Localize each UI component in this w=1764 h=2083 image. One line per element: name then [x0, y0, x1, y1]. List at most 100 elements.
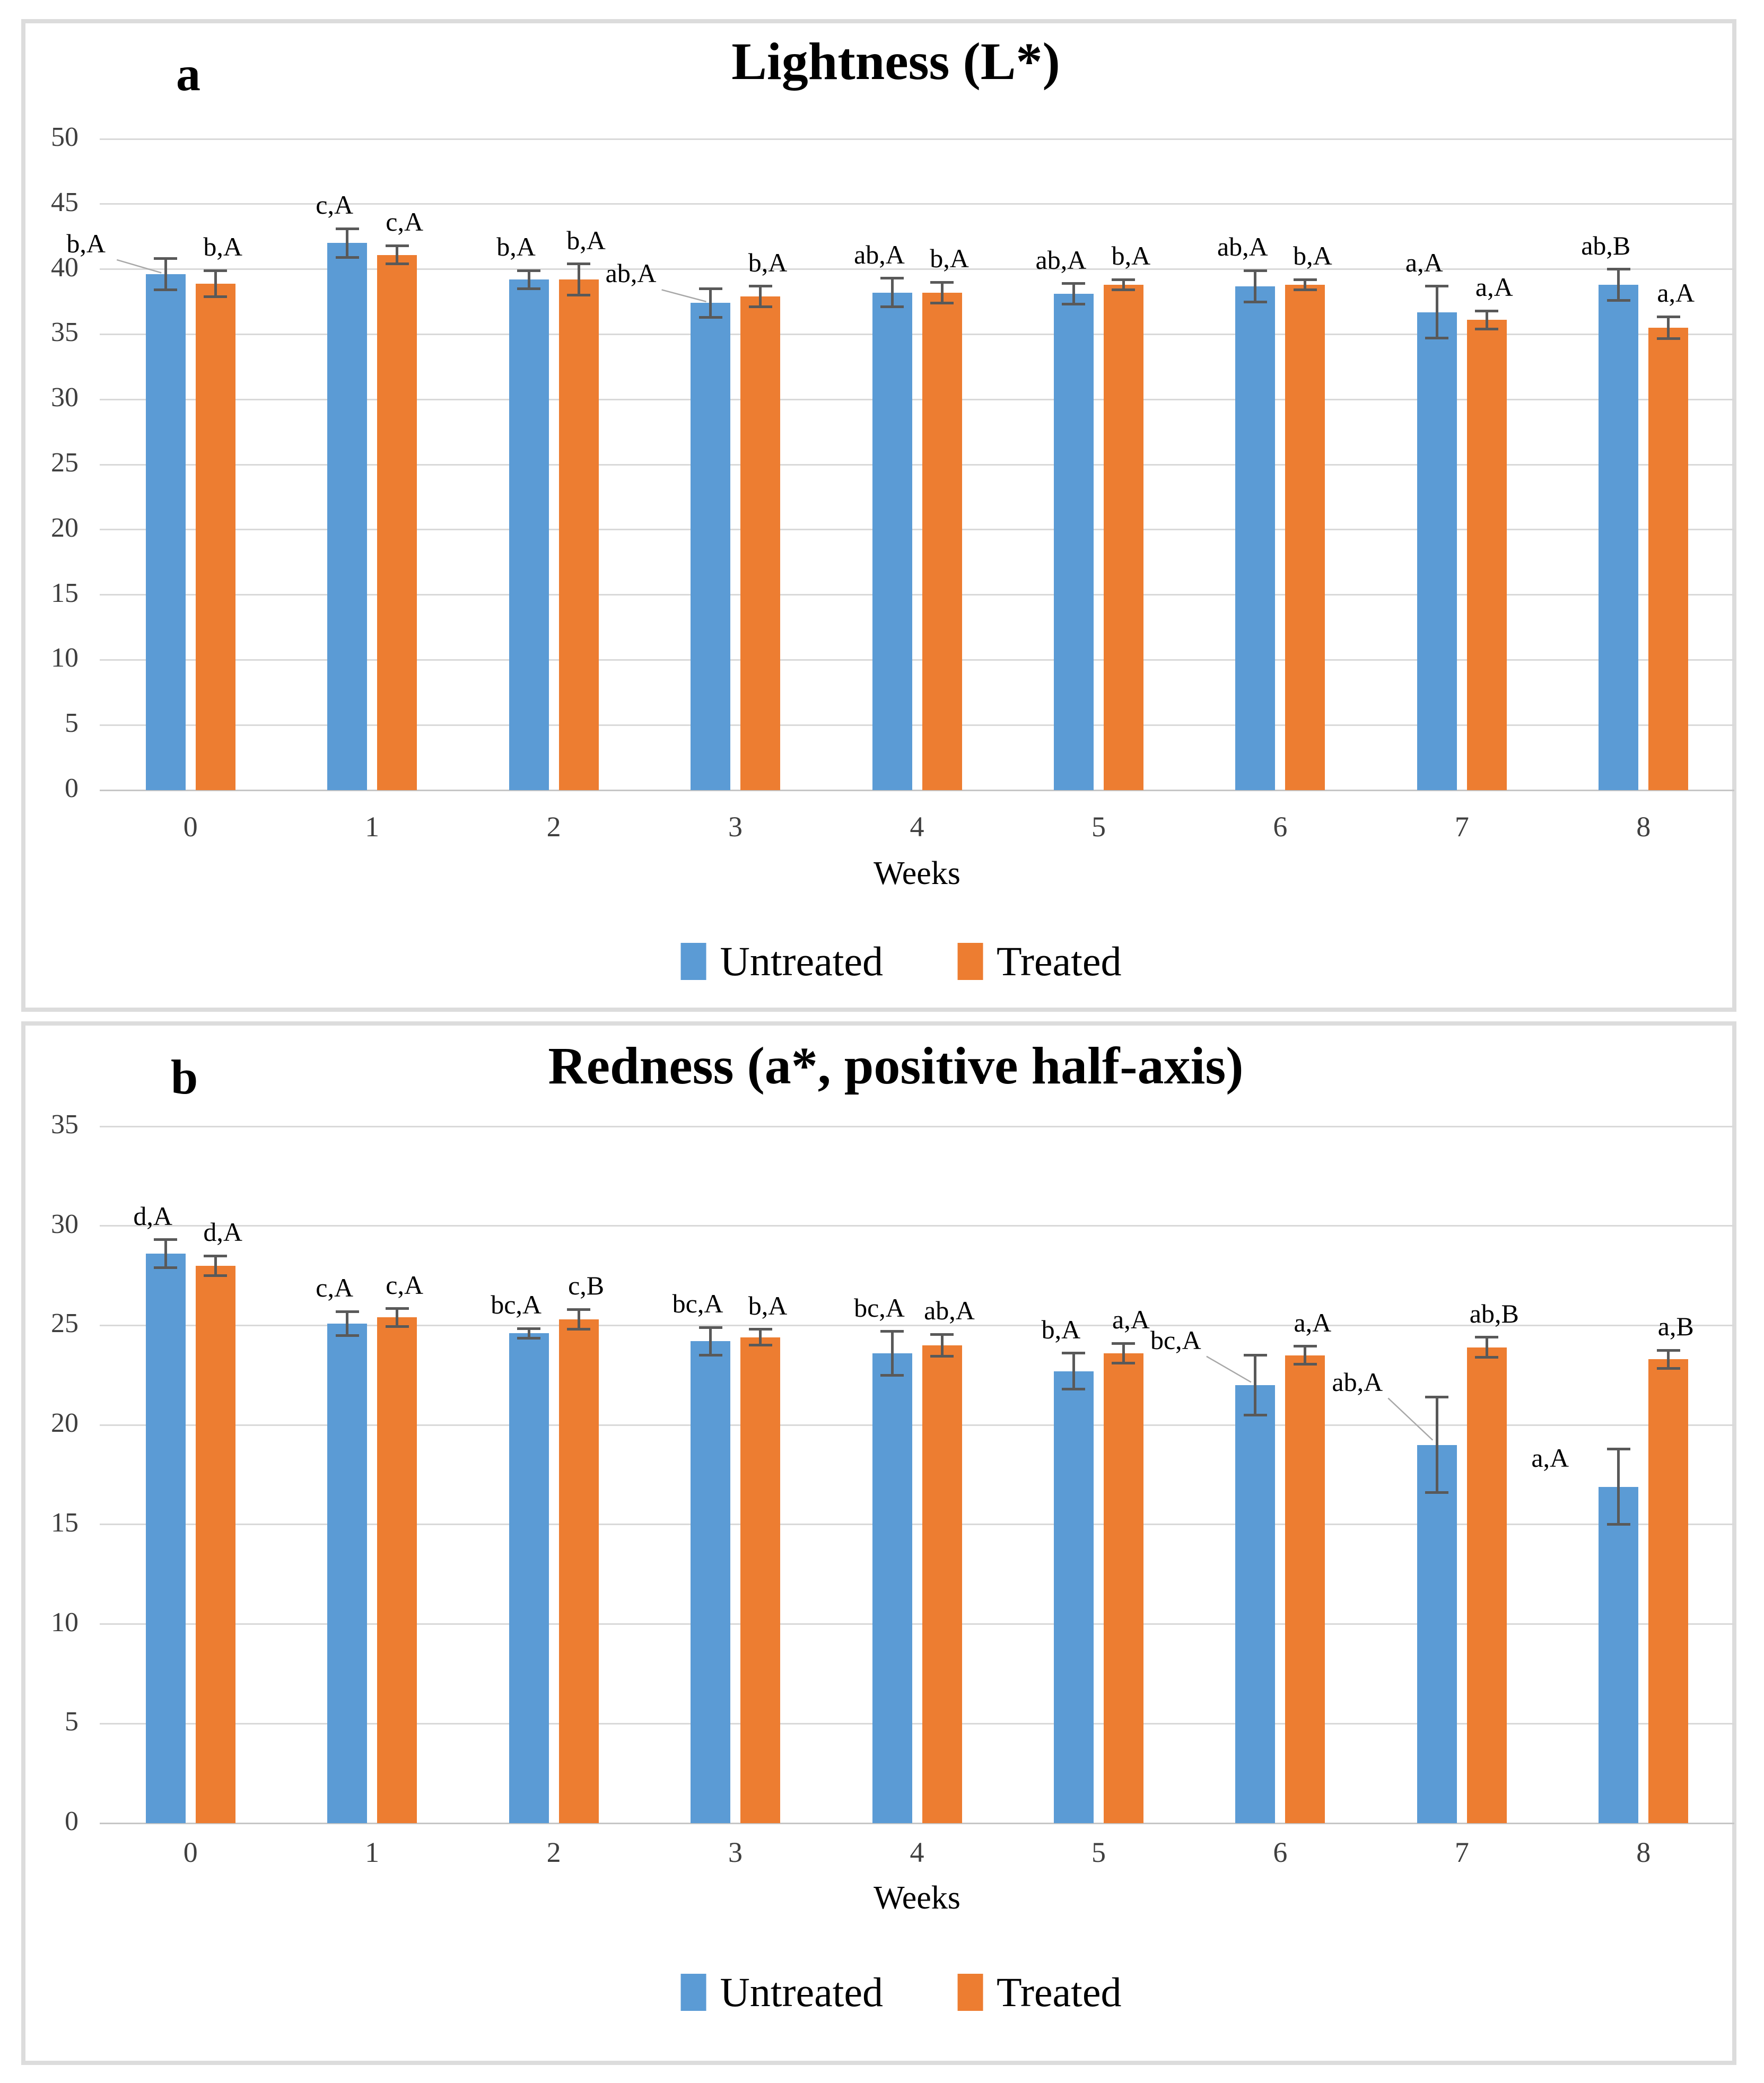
panel-letter: b: [171, 1050, 198, 1104]
error-bar-line: [1072, 1353, 1075, 1389]
error-bar-cap-top: [385, 244, 409, 247]
error-bar-cap-bottom: [748, 1344, 772, 1347]
x-axis-title: Weeks: [874, 1880, 960, 1916]
error-bar-cap-top: [880, 277, 904, 280]
error-bar-cap-top: [335, 1310, 359, 1313]
gridline: [100, 268, 1734, 270]
x-tick-label: 6: [1273, 811, 1288, 843]
error-bar-cap-top: [1656, 1349, 1680, 1352]
error-bar-cap-bottom: [1656, 1367, 1680, 1370]
gridline: [100, 529, 1734, 531]
legend-marker-treated: [957, 1974, 983, 2011]
y-tick-label: 5: [65, 1706, 78, 1737]
bar-label: ab,B: [1469, 1298, 1519, 1328]
gridline: [100, 1225, 1734, 1227]
y-tick-label: 25: [51, 1308, 78, 1339]
error-bar-cap-top: [1243, 1354, 1267, 1357]
x-tick-label: 4: [910, 811, 924, 843]
bar-treated: [1648, 328, 1689, 790]
error-bar-cap-top: [1475, 309, 1499, 312]
x-axis-title: Weeks: [874, 855, 960, 891]
legend: Untreated Treated: [680, 938, 1121, 985]
error-bar-cap-top: [1425, 285, 1449, 288]
error-bar-line: [1254, 1355, 1257, 1415]
x-tick-label: 5: [1091, 811, 1106, 843]
error-bar-cap-top: [204, 1254, 228, 1257]
gridline: [100, 1424, 1734, 1426]
y-tick-label: 15: [51, 1507, 78, 1538]
x-tick-label: 1: [365, 811, 380, 843]
bar-untreated: [1235, 1385, 1276, 1823]
error-bar-line: [940, 282, 944, 303]
legend-label-untreated: Untreated: [720, 1969, 884, 2015]
error-bar-cap-bottom: [1425, 1491, 1449, 1494]
error-bar-line: [940, 1334, 944, 1356]
error-bar-cap-bottom: [1243, 300, 1267, 303]
x-tick-label: 4: [910, 1836, 924, 1868]
x-axis-line: [100, 789, 1734, 791]
error-bar-line: [346, 1311, 349, 1336]
error-bar-cap-bottom: [517, 1337, 541, 1340]
legend-marker-untreated: [680, 1974, 706, 2011]
error-bar-cap-bottom: [385, 1325, 409, 1328]
error-bar-cap-bottom: [1293, 288, 1317, 292]
error-bar-cap-top: [517, 1327, 541, 1330]
y-tick-label: 35: [51, 1109, 78, 1140]
error-bar-line: [890, 1331, 894, 1376]
gridline: [100, 1125, 1734, 1127]
bar-treated: [1103, 1353, 1143, 1823]
error-bar-line: [1667, 1350, 1670, 1369]
error-bar-line: [1122, 279, 1125, 290]
error-bar-cap-bottom: [1112, 1362, 1136, 1365]
error-bar-line: [396, 1308, 399, 1327]
error-bar-cap-top: [1062, 1352, 1086, 1355]
y-tick-label: 30: [51, 1209, 78, 1239]
error-bar-cap-bottom: [204, 295, 228, 298]
y-tick-label: 15: [51, 577, 78, 608]
bar-label: a,A: [1475, 272, 1513, 302]
error-bar-cap-top: [930, 1333, 954, 1336]
gridline: [100, 333, 1734, 335]
bar-label: b,A: [748, 1290, 788, 1320]
bar-label: c,A: [316, 1273, 354, 1303]
y-tick-label: 0: [65, 773, 78, 803]
bar-untreated: [1417, 1445, 1457, 1823]
error-bar-line: [1254, 270, 1257, 302]
gridline: [100, 724, 1734, 726]
bar-label: bc,A: [491, 1290, 542, 1320]
bar-untreated: [509, 279, 549, 790]
panel-letter: a: [176, 47, 200, 101]
bar-untreated: [1053, 294, 1094, 790]
bar-label: ab,A: [1332, 1367, 1383, 1397]
error-bar-line: [1304, 279, 1307, 290]
x-axis-line: [100, 1822, 1734, 1824]
legend-marker-treated: [957, 943, 983, 980]
y-tick-label: 20: [51, 512, 78, 543]
legend-label-treated: Treated: [997, 1969, 1122, 2015]
legend-item-treated: Treated: [957, 938, 1121, 985]
gridline: [100, 203, 1734, 205]
error-bar-cap-top: [1606, 1447, 1630, 1450]
bar-label: b,A: [930, 243, 969, 274]
x-tick-label: 8: [1636, 811, 1651, 843]
legend-item-untreated: Untreated: [680, 1968, 884, 2016]
y-tick-label: 50: [51, 122, 78, 152]
error-bar-cap-bottom: [154, 288, 178, 292]
error-bar-cap-bottom: [930, 1355, 954, 1358]
gridline: [100, 659, 1734, 661]
y-tick-label: 10: [51, 643, 78, 673]
error-bar-cap-top: [698, 287, 722, 290]
bar-label: b,A: [1111, 241, 1151, 271]
bar-label: ab,A: [854, 239, 905, 269]
error-bar-cap-bottom: [698, 316, 722, 319]
bar-label: b,A: [66, 228, 106, 258]
bar-treated: [1466, 320, 1507, 790]
bar-label: b,A: [203, 232, 243, 262]
x-tick-label: 0: [183, 1836, 198, 1868]
error-bar-cap-top: [567, 1308, 591, 1311]
x-tick-label: 6: [1273, 1836, 1288, 1868]
x-tick-label: 2: [546, 811, 561, 843]
error-bar-cap-top: [1112, 1342, 1136, 1345]
gridline: [100, 1722, 1734, 1725]
